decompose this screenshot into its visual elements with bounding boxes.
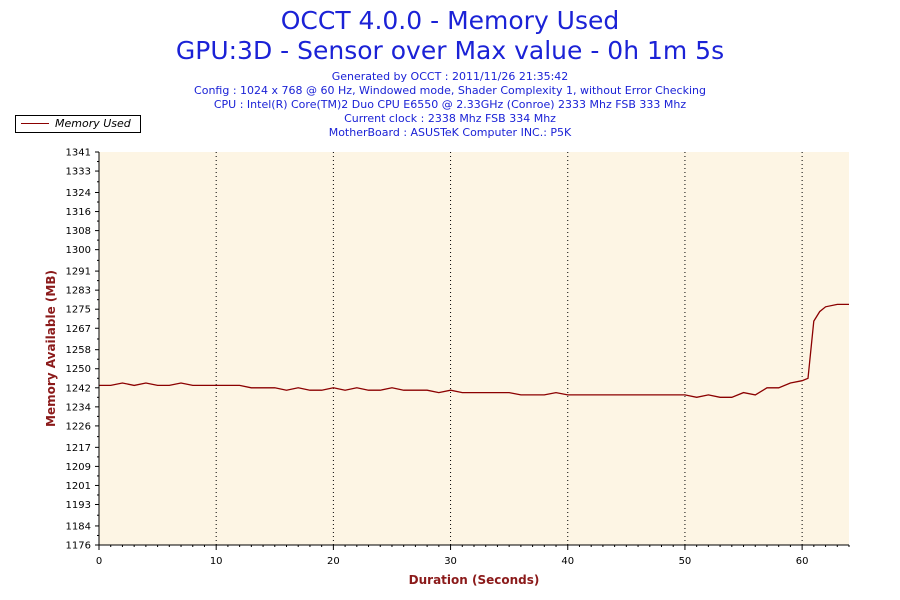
- info-motherboard: MotherBoard : ASUSTeK Computer INC.: P5K: [328, 126, 572, 139]
- legend: Memory Used: [15, 115, 141, 133]
- info-cpu: CPU : Intel(R) Core(TM)2 Duo CPU E6550 @…: [213, 98, 687, 111]
- axis-layer: 1176 1184 1193 1201 1209 1217 1226 1234 1242 1250…: [66, 148, 850, 567]
- info-generated: Generated by OCCT : 2011/11/26 21:35:42: [331, 70, 569, 83]
- chart-subtitle: GPU:3D - Sensor over Max value - 0h 1m 5…: [175, 36, 725, 65]
- x-tick-label: 30: [444, 556, 457, 567]
- y-tick-label: 1209: [66, 462, 91, 473]
- series-layer: [99, 303, 849, 398]
- y-tick-label: 1176: [66, 541, 91, 552]
- y-tick-label: 1316: [66, 207, 91, 218]
- legend-label: Memory Used: [55, 117, 131, 130]
- grid-layer: [215, 152, 803, 545]
- x-tick-label: 20: [327, 556, 340, 567]
- x-axis-label: Duration (Seconds): [409, 573, 540, 587]
- chart-title: OCCT 4.0.0 - Memory Used: [280, 6, 620, 35]
- y-tick-label: 1234: [66, 402, 91, 413]
- x-tick-label: 0: [96, 556, 102, 567]
- series-line: [99, 303, 849, 398]
- y-tick-label: 1341: [66, 148, 91, 159]
- y-tick-label: 1333: [66, 167, 91, 178]
- y-axis-label: Memory Available (MB): [44, 270, 58, 427]
- info-current-clock: Current clock : 2338 Mhz FSB 334 Mhz: [344, 112, 556, 125]
- legend-swatch: [21, 123, 49, 124]
- y-tick-label: 1226: [66, 421, 91, 432]
- y-tick-label: 1242: [66, 383, 91, 394]
- info-config: Config : 1024 x 768 @ 60 Hz, Windowed mo…: [194, 84, 706, 97]
- y-tick-label: 1258: [66, 345, 91, 356]
- y-tick-label: 1217: [66, 443, 91, 454]
- plot-area: [99, 152, 849, 545]
- y-tick-label: 1201: [66, 481, 91, 492]
- y-tick-label: 1275: [66, 305, 91, 316]
- y-tick-label: 1193: [66, 500, 91, 511]
- y-tick-label: 1291: [66, 267, 91, 278]
- y-tick-label: 1250: [66, 364, 91, 375]
- y-tick-label: 1184: [66, 521, 91, 532]
- x-tick-label: 40: [561, 556, 574, 567]
- x-tick-label: 10: [210, 556, 223, 567]
- y-tick-label: 1300: [66, 245, 91, 256]
- y-tick-label: 1283: [66, 286, 91, 297]
- y-tick-label: 1324: [66, 188, 91, 199]
- y-tick-label: 1267: [66, 324, 91, 335]
- y-tick-label: 1308: [66, 226, 91, 237]
- x-tick-label: 50: [679, 556, 692, 567]
- x-tick-label: 60: [796, 556, 809, 567]
